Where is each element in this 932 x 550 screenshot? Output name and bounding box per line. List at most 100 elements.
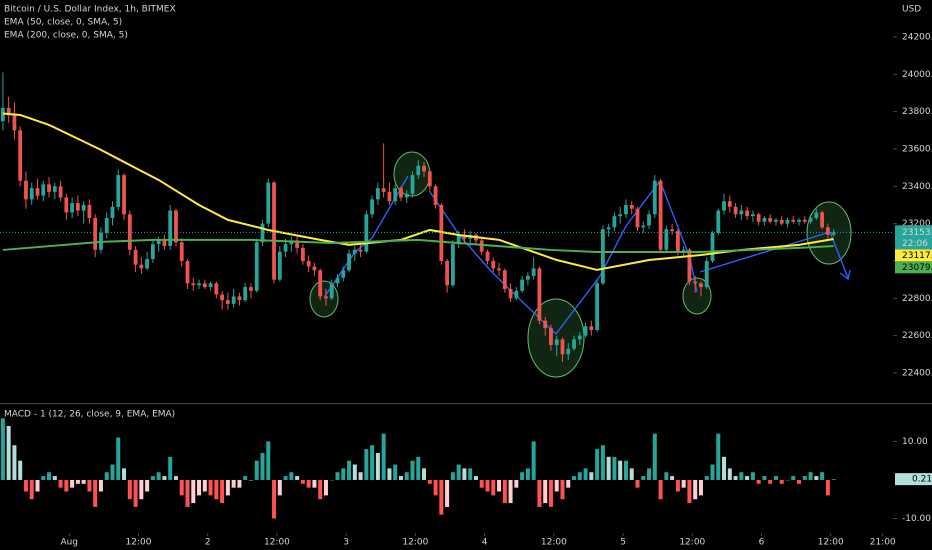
y-tick-label: 23600.00 [902,144,932,154]
candle-body [139,264,144,269]
candle-body [404,193,409,198]
macd-bar [664,472,669,480]
candle-body [549,328,553,345]
x-tick-label: 4 [482,538,488,548]
candle-body [814,212,819,219]
macd-bar [445,479,450,507]
macd-bar [589,472,594,480]
macd-bar [266,441,271,480]
macd-bar [485,479,490,492]
macd-bar [791,476,796,480]
candle-body [664,229,669,250]
candle-body [520,279,525,291]
macd-bar [560,479,565,500]
macd-bar [352,464,357,480]
macd-bar [197,479,202,496]
macd-bar [635,479,640,488]
macd-bar [220,479,225,504]
macd-bar [820,472,825,480]
candle-body [433,186,438,205]
macd-bar [87,479,92,492]
macd-bar [600,445,605,480]
macd-bar [410,460,415,480]
macd-bar [64,479,69,492]
macd-bar [618,460,623,480]
candle-body [185,260,190,284]
macd-bar [185,479,190,507]
macd-bar [745,476,750,480]
candle-body [70,203,75,213]
macd-bar [127,479,132,500]
candle-body [583,326,588,336]
macd-bar [277,479,282,496]
candle-body [652,180,657,215]
macd-bar [254,460,259,480]
candle-body [774,219,778,222]
candle-body [133,249,138,265]
y-tick-label: 22800.00 [902,294,932,304]
macd-bar [18,460,23,480]
candle-body [560,339,565,355]
candle-body [756,214,761,222]
candle-body [704,260,709,288]
macd-bar [462,468,467,480]
macd-bar [6,425,11,480]
last-price-label: 23153.14 [902,228,932,238]
candle-body [283,244,288,252]
candle-body [387,191,392,202]
macd-bar [802,476,807,480]
macd-bar [468,468,473,480]
candle-body [81,204,86,211]
candle-body [491,260,496,269]
macd-bar [606,456,611,480]
candle-body [306,260,311,267]
macd-bar [237,479,242,488]
macd-bar [295,476,300,480]
x-tick-label: 12:00 [818,538,844,548]
macd-bar [572,476,577,480]
macd-bar [497,479,502,492]
macd-bar [168,456,173,480]
candle-body [750,214,755,217]
y-tick-label: 22600.00 [902,331,932,341]
macd-bar [808,472,813,480]
macd-value-label: 0.21 [912,475,932,485]
macd-bar [248,479,253,481]
candle-body [249,287,253,291]
candle-body [577,335,582,340]
candle-body [416,165,421,176]
macd-bar [156,472,161,480]
candle-body [629,204,634,209]
candle-body [6,107,11,116]
macd-bar [831,479,836,480]
macd-bar [145,479,150,492]
macd-bar [508,479,513,504]
candle-body [150,244,155,260]
candle-body [618,214,623,217]
candle-body [145,259,150,269]
macd-bar [381,433,386,480]
candle-body [727,201,732,207]
macd-bar [456,464,461,480]
macd-bar [491,479,496,496]
candle-body [831,232,836,235]
macd-bar [104,472,109,480]
macd-bar [41,476,46,480]
macd-bar [750,472,755,480]
x-tick-label: 12:00 [679,538,705,548]
x-tick-label: 12:00 [264,538,290,548]
y-tick-label: 24200.00 [902,32,932,42]
arrow-head [839,269,851,281]
candle-body [745,210,750,217]
macd-bar [641,476,646,480]
macd-bar [543,479,548,504]
candle-body [122,175,126,215]
macd-bar [479,479,484,488]
candle-body [502,270,507,289]
indicator-legend: EMA (50, close, 0, SMA, 5) [4,18,122,28]
candle-body [797,219,801,222]
macd-bar [595,449,600,480]
candle-body [635,208,640,228]
candle-body [260,223,265,243]
candle-body [693,281,698,284]
